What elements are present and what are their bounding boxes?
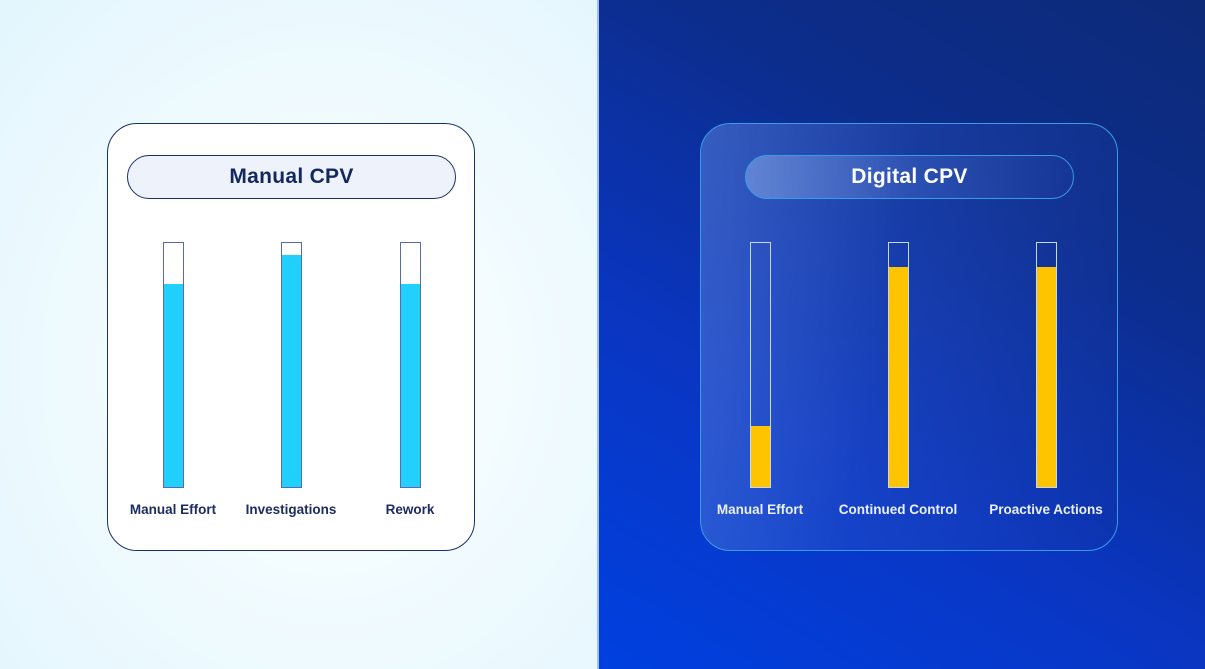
manual-bar-investigations: Investigations [221,242,361,517]
bar-fill [281,255,301,487]
digital-cpv-title: Digital CPV [745,155,1074,199]
bar-label: Proactive Actions [989,502,1103,517]
bar-fill [163,284,183,487]
digital-bar-manual-effort: Manual Effort [690,242,830,517]
bar-label: Rework [385,502,435,517]
bar-fill [400,284,420,487]
bar-fill [888,267,908,487]
manual-bar-rework: Rework [340,242,480,517]
bar-track [887,242,909,488]
bar-fill [1036,267,1056,487]
bar-track [280,242,302,488]
bar-label: Investigations [245,502,337,517]
digital-bar-proactive-actions: Proactive Actions [976,242,1116,517]
digital-bar-continued-control: Continued Control [828,242,968,517]
bar-track [162,242,184,488]
manual-bar-manual-effort: Manual Effort [103,242,243,517]
manual-cpv-card: Manual CPV Manual Effort Investigations … [107,123,475,551]
bar-track [399,242,421,488]
bar-label: Manual Effort [129,502,217,517]
manual-cpv-title: Manual CPV [127,155,456,199]
bar-fill [750,426,770,487]
bar-label: Manual Effort [716,502,804,517]
bar-track [1035,242,1057,488]
bar-track [749,242,771,488]
digital-cpv-card: Digital CPV Manual Effort Continued Cont… [700,123,1118,551]
bar-label: Continued Control [838,502,958,517]
